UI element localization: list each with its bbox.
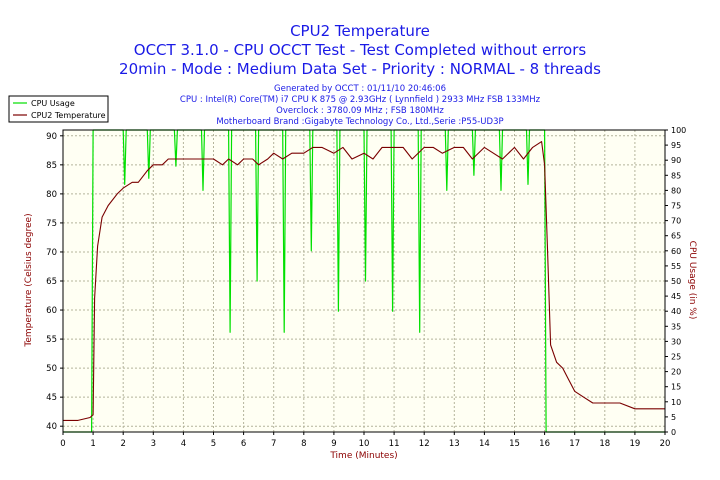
x-tick-label: 7: [271, 439, 276, 449]
y-left-tick-label: 70: [46, 248, 57, 258]
info-line-2: CPU : Intel(R) Core(TM) i7 CPU K 875 @ 2…: [180, 95, 541, 105]
x-tick-label: 12: [419, 439, 430, 449]
chart-subtitle-2: 20min - Mode : Medium Data Set - Priorit…: [119, 60, 601, 78]
x-tick-label: 10: [359, 439, 370, 449]
x-tick-label: 18: [599, 439, 610, 449]
chart-title: CPU2 Temperature: [290, 22, 430, 40]
axes: 0 1 2 3 4 5 6 7 8 9 10 11 12 13 14 15 16 17 18 19 2040455055…: [46, 126, 686, 449]
legend: CPU Usage CPU2 Temperature: [8, 95, 109, 123]
y-right-tick-label: 80: [671, 186, 681, 195]
x-tick-label: 6: [241, 439, 246, 449]
y-left-tick-label: 40: [46, 422, 57, 432]
y-axis-label-left: Temperature (Celsius degree): [24, 213, 34, 347]
y-right-tick-label: 5: [671, 413, 676, 422]
y-right-tick-label: 0: [671, 428, 676, 437]
x-tick-label: 20: [660, 439, 671, 449]
y-right-tick-label: 70: [671, 217, 681, 226]
y-axis-label-right: CPU Usage (in %): [687, 241, 697, 320]
x-tick-label: 13: [449, 439, 460, 449]
x-tick-label: 16: [539, 439, 550, 449]
y-left-tick-label: 65: [46, 277, 57, 287]
y-right-tick-label: 10: [671, 398, 681, 407]
y-left-tick-label: 75: [46, 219, 57, 229]
y-left-tick-label: 90: [46, 132, 57, 142]
x-tick-label: 2: [120, 439, 125, 449]
legend-box: [8, 95, 109, 123]
y-right-tick-label: 15: [671, 383, 681, 392]
y-left-tick-label: 85: [46, 161, 57, 171]
y-right-tick-label: 65: [671, 232, 681, 241]
header: CPU2 Temperature OCCT 3.1.0 - CPU OCCT T…: [119, 22, 601, 78]
info-line-1: Generated by OCCT : 01/11/10 20:46:06: [274, 84, 446, 94]
x-axis-label: Time (Minutes): [329, 451, 397, 461]
info-line-3: Overclock : 3780.09 MHz ; FSB 180MHz: [276, 106, 444, 116]
x-tick-label: 11: [389, 439, 400, 449]
info-block: Generated by OCCT : 01/11/10 20:46:06 CP…: [180, 84, 541, 127]
y-left-tick-label: 50: [46, 364, 57, 374]
y-left-tick-label: 55: [46, 335, 57, 345]
x-tick-label: 19: [629, 439, 640, 449]
y-right-tick-label: 50: [671, 277, 681, 286]
y-right-tick-label: 100: [671, 126, 686, 135]
y-right-tick-label: 95: [671, 141, 681, 150]
y-right-tick-label: 55: [671, 262, 681, 271]
y-right-tick-label: 20: [671, 368, 681, 377]
y-right-tick-label: 60: [671, 247, 681, 256]
y-right-tick-label: 75: [671, 202, 681, 211]
legend-temperature-label: CPU2 Temperature: [31, 111, 106, 120]
chart-subtitle-1: OCCT 3.1.0 - CPU OCCT Test - Test Comple…: [134, 41, 587, 59]
y-right-tick-label: 90: [671, 156, 681, 165]
cpu2-temperature-line: [63, 141, 665, 421]
x-tick-label: 0: [60, 439, 65, 449]
y-right-tick-label: 85: [671, 171, 681, 180]
x-tick-label: 17: [569, 439, 580, 449]
y-right-tick-label: 30: [671, 337, 681, 346]
y-right-tick-label: 40: [671, 307, 681, 316]
x-tick-label: 8: [301, 439, 306, 449]
legend-usage-label: CPU Usage: [31, 99, 75, 108]
y-right-tick-label: 45: [671, 292, 681, 301]
x-tick-label: 4: [181, 439, 186, 449]
x-tick-label: 14: [479, 439, 490, 449]
info-line-4: Motherboard Brand :Gigabyte Technology C…: [216, 117, 503, 127]
y-right-tick-label: 25: [671, 353, 681, 362]
x-tick-label: 5: [211, 439, 216, 449]
y-left-tick-label: 45: [46, 393, 57, 403]
y-left-tick-label: 80: [46, 190, 57, 200]
x-tick-label: 3: [151, 439, 156, 449]
x-tick-label: 1: [90, 439, 95, 449]
x-tick-label: 15: [509, 439, 520, 449]
y-left-tick-label: 60: [46, 306, 57, 316]
y-right-tick-label: 35: [671, 322, 681, 331]
x-tick-label: 9: [331, 439, 336, 449]
